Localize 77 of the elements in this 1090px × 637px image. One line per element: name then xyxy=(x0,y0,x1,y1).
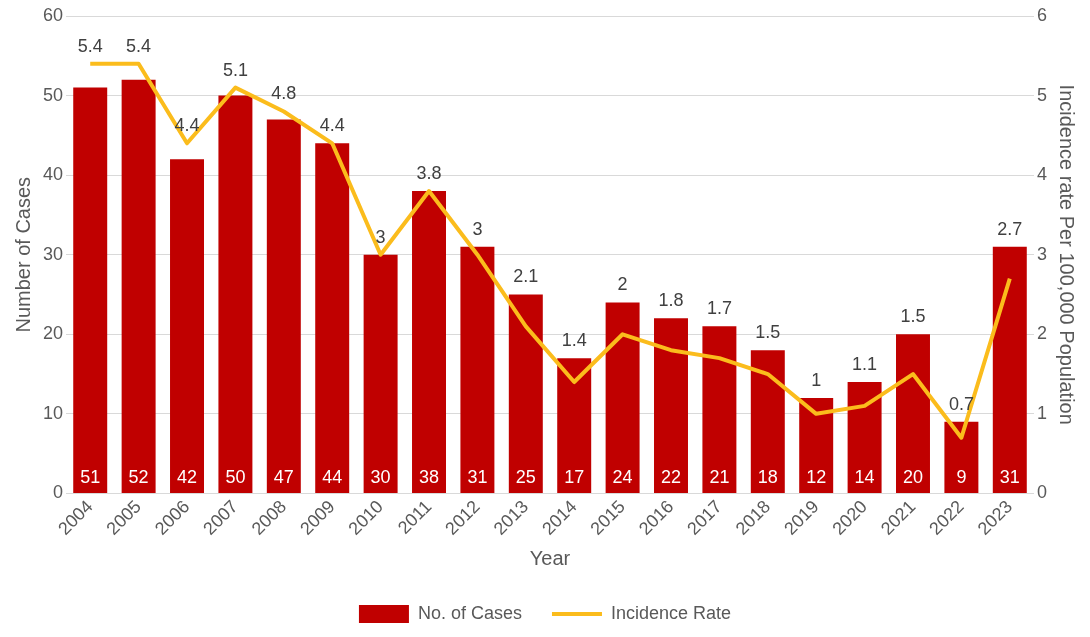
data-label: 1.5 xyxy=(755,322,781,343)
y-tick-label: 20 xyxy=(42,323,64,344)
y2-tick-label: 4 xyxy=(1036,164,1047,185)
data-label: 4.8 xyxy=(271,83,297,104)
bar xyxy=(218,95,253,493)
bar xyxy=(896,334,930,493)
bar xyxy=(799,397,834,493)
bar xyxy=(605,302,640,493)
bar xyxy=(992,246,1027,493)
data-label: 5.4 xyxy=(77,35,103,56)
data-label: 12 xyxy=(806,466,827,487)
y2-tick-label: 0 xyxy=(1036,482,1047,503)
data-label: 2.7 xyxy=(997,218,1023,239)
y2-tick-label: 2 xyxy=(1036,323,1047,344)
y-tick-label: 30 xyxy=(42,243,64,264)
data-label: 42 xyxy=(177,466,198,487)
data-label: 3 xyxy=(472,218,483,239)
bar xyxy=(557,358,592,493)
data-label: 5.4 xyxy=(126,35,152,56)
y2-tick-label: 1 xyxy=(1036,402,1047,423)
y2-tick-label: 6 xyxy=(1036,4,1047,25)
y-tick-label: 0 xyxy=(53,482,64,503)
bar xyxy=(266,119,301,493)
bar xyxy=(73,87,108,493)
bar xyxy=(750,350,785,493)
bar xyxy=(702,326,737,493)
data-label: 51 xyxy=(80,466,101,487)
data-label: 38 xyxy=(418,466,440,487)
data-label: 52 xyxy=(128,466,149,487)
bar xyxy=(654,318,688,493)
bar xyxy=(460,246,495,493)
y-tick-label: 40 xyxy=(42,164,64,185)
data-label: 17 xyxy=(564,466,585,487)
data-label: 5.1 xyxy=(222,59,248,80)
data-label: 21 xyxy=(709,466,730,487)
legend-label: Incidence Rate xyxy=(610,602,732,623)
data-label: 50 xyxy=(225,466,246,487)
data-label: 1 xyxy=(811,369,822,390)
data-label: 4.4 xyxy=(319,115,345,136)
data-label: 3 xyxy=(375,226,386,247)
data-label: 30 xyxy=(370,466,391,487)
bar xyxy=(508,294,543,493)
bar xyxy=(412,191,446,493)
data-label: 9 xyxy=(956,466,967,487)
y-axis-title: Number of Cases xyxy=(11,176,34,333)
y2-tick-label: 5 xyxy=(1036,84,1047,105)
x-axis-title: Year xyxy=(529,546,571,569)
data-label: 25 xyxy=(515,466,536,487)
y2-tick-label: 3 xyxy=(1036,243,1047,264)
data-label: 31 xyxy=(999,466,1020,487)
data-label: 1.7 xyxy=(706,298,732,319)
bar xyxy=(847,382,882,493)
data-label: 3.8 xyxy=(416,163,442,184)
bar xyxy=(363,254,398,493)
legend-label: No. of Cases xyxy=(417,602,522,623)
data-label: 44 xyxy=(322,466,343,487)
data-label: 18 xyxy=(757,466,778,487)
y2-axis-title: Incidence rate Per 100,000 Population xyxy=(1056,84,1079,425)
bar xyxy=(121,79,156,493)
bar xyxy=(170,159,205,493)
y-tick-label: 50 xyxy=(42,84,64,105)
data-label: 2.1 xyxy=(513,266,539,287)
data-label: 1.4 xyxy=(561,330,587,351)
data-label: 20 xyxy=(902,466,924,487)
data-label: 1.8 xyxy=(658,290,684,311)
data-label: 1.5 xyxy=(900,306,926,327)
data-label: 2 xyxy=(617,274,628,295)
data-label: 24 xyxy=(612,466,633,487)
data-label: 22 xyxy=(660,466,682,487)
bar xyxy=(944,421,979,493)
data-label: 47 xyxy=(273,466,294,487)
data-label: 14 xyxy=(854,466,875,487)
data-label: 31 xyxy=(467,466,488,487)
y-tick-label: 10 xyxy=(42,402,64,423)
bar xyxy=(315,143,350,493)
y-tick-label: 60 xyxy=(42,4,64,25)
data-label: 1.1 xyxy=(852,353,878,374)
